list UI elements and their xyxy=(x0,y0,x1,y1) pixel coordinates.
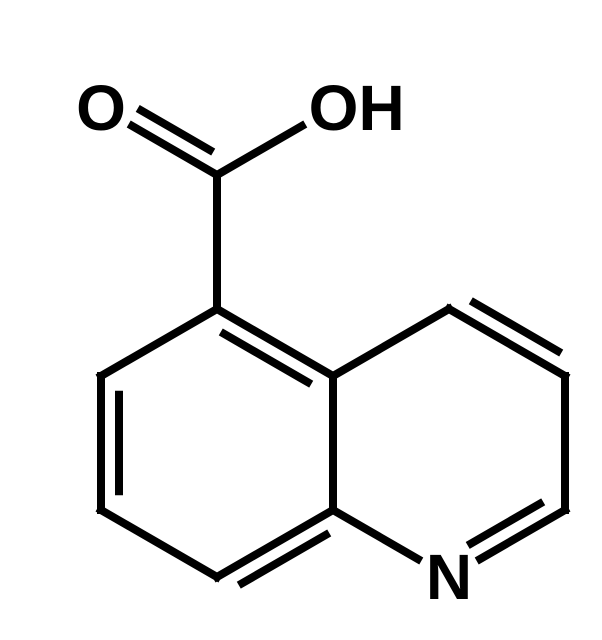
atom-label-o1: O xyxy=(76,72,126,144)
bond-layer xyxy=(101,110,565,583)
atom-label-n: N xyxy=(426,541,472,613)
atom-label-o2: OH xyxy=(309,72,405,144)
molecule-diagram: N O OH xyxy=(0,0,602,640)
